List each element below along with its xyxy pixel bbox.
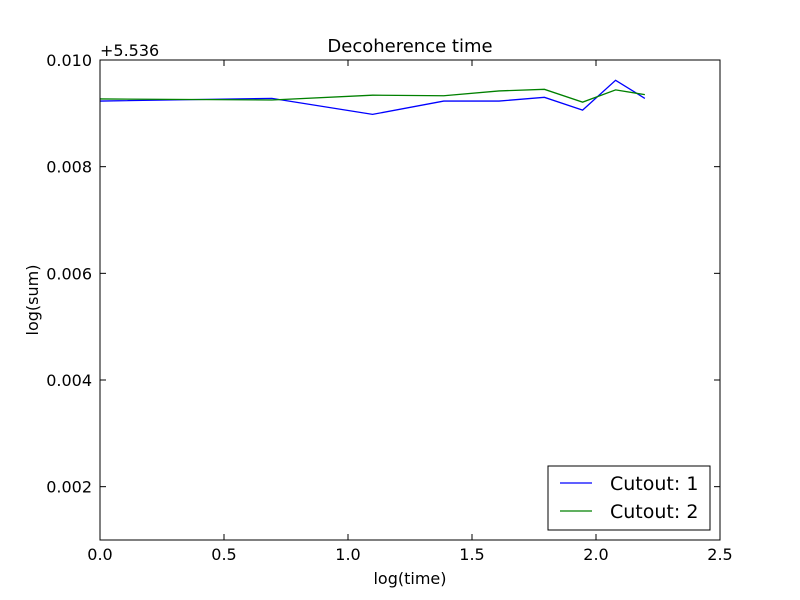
x-tick-label: 0.5 bbox=[211, 545, 236, 564]
x-tick-label: 2.5 bbox=[707, 545, 732, 564]
series-layer bbox=[99, 79, 646, 116]
y-tick-label: 0.006 bbox=[46, 264, 92, 283]
legend-label-cutout-2: Cutout: 2 bbox=[610, 501, 698, 523]
x-tick-label: 1.0 bbox=[335, 545, 360, 564]
series-line-cutout-2 bbox=[99, 88, 645, 103]
chart-title: Decoherence time bbox=[327, 36, 492, 57]
y-tick-label: 0.010 bbox=[46, 51, 92, 70]
legend-label-cutout-1: Cutout: 1 bbox=[610, 473, 698, 495]
x-tick-label: 2.0 bbox=[583, 545, 608, 564]
series-line-cutout-1 bbox=[99, 79, 646, 116]
y-tick-label: 0.002 bbox=[46, 478, 92, 497]
y-tick-label: 0.004 bbox=[46, 371, 92, 390]
ticks-layer: 0.0 0.5 1.0 1.5 2.0 2.5 0.002 0.004 0.006 0.008 0.… bbox=[46, 51, 733, 564]
y-axis-label: log(sum) bbox=[23, 265, 42, 336]
x-tick-label: 0.0 bbox=[87, 545, 112, 564]
x-tick-label: 1.5 bbox=[459, 545, 484, 564]
y-offset-label: +5.536 bbox=[100, 41, 159, 60]
y-tick-label: 0.008 bbox=[46, 158, 92, 177]
legend-box bbox=[547, 465, 711, 531]
plot-frame bbox=[99, 59, 721, 541]
x-axis-label: log(time) bbox=[373, 569, 446, 588]
legend: Cutout: 1 Cutout: 2 bbox=[547, 465, 711, 531]
